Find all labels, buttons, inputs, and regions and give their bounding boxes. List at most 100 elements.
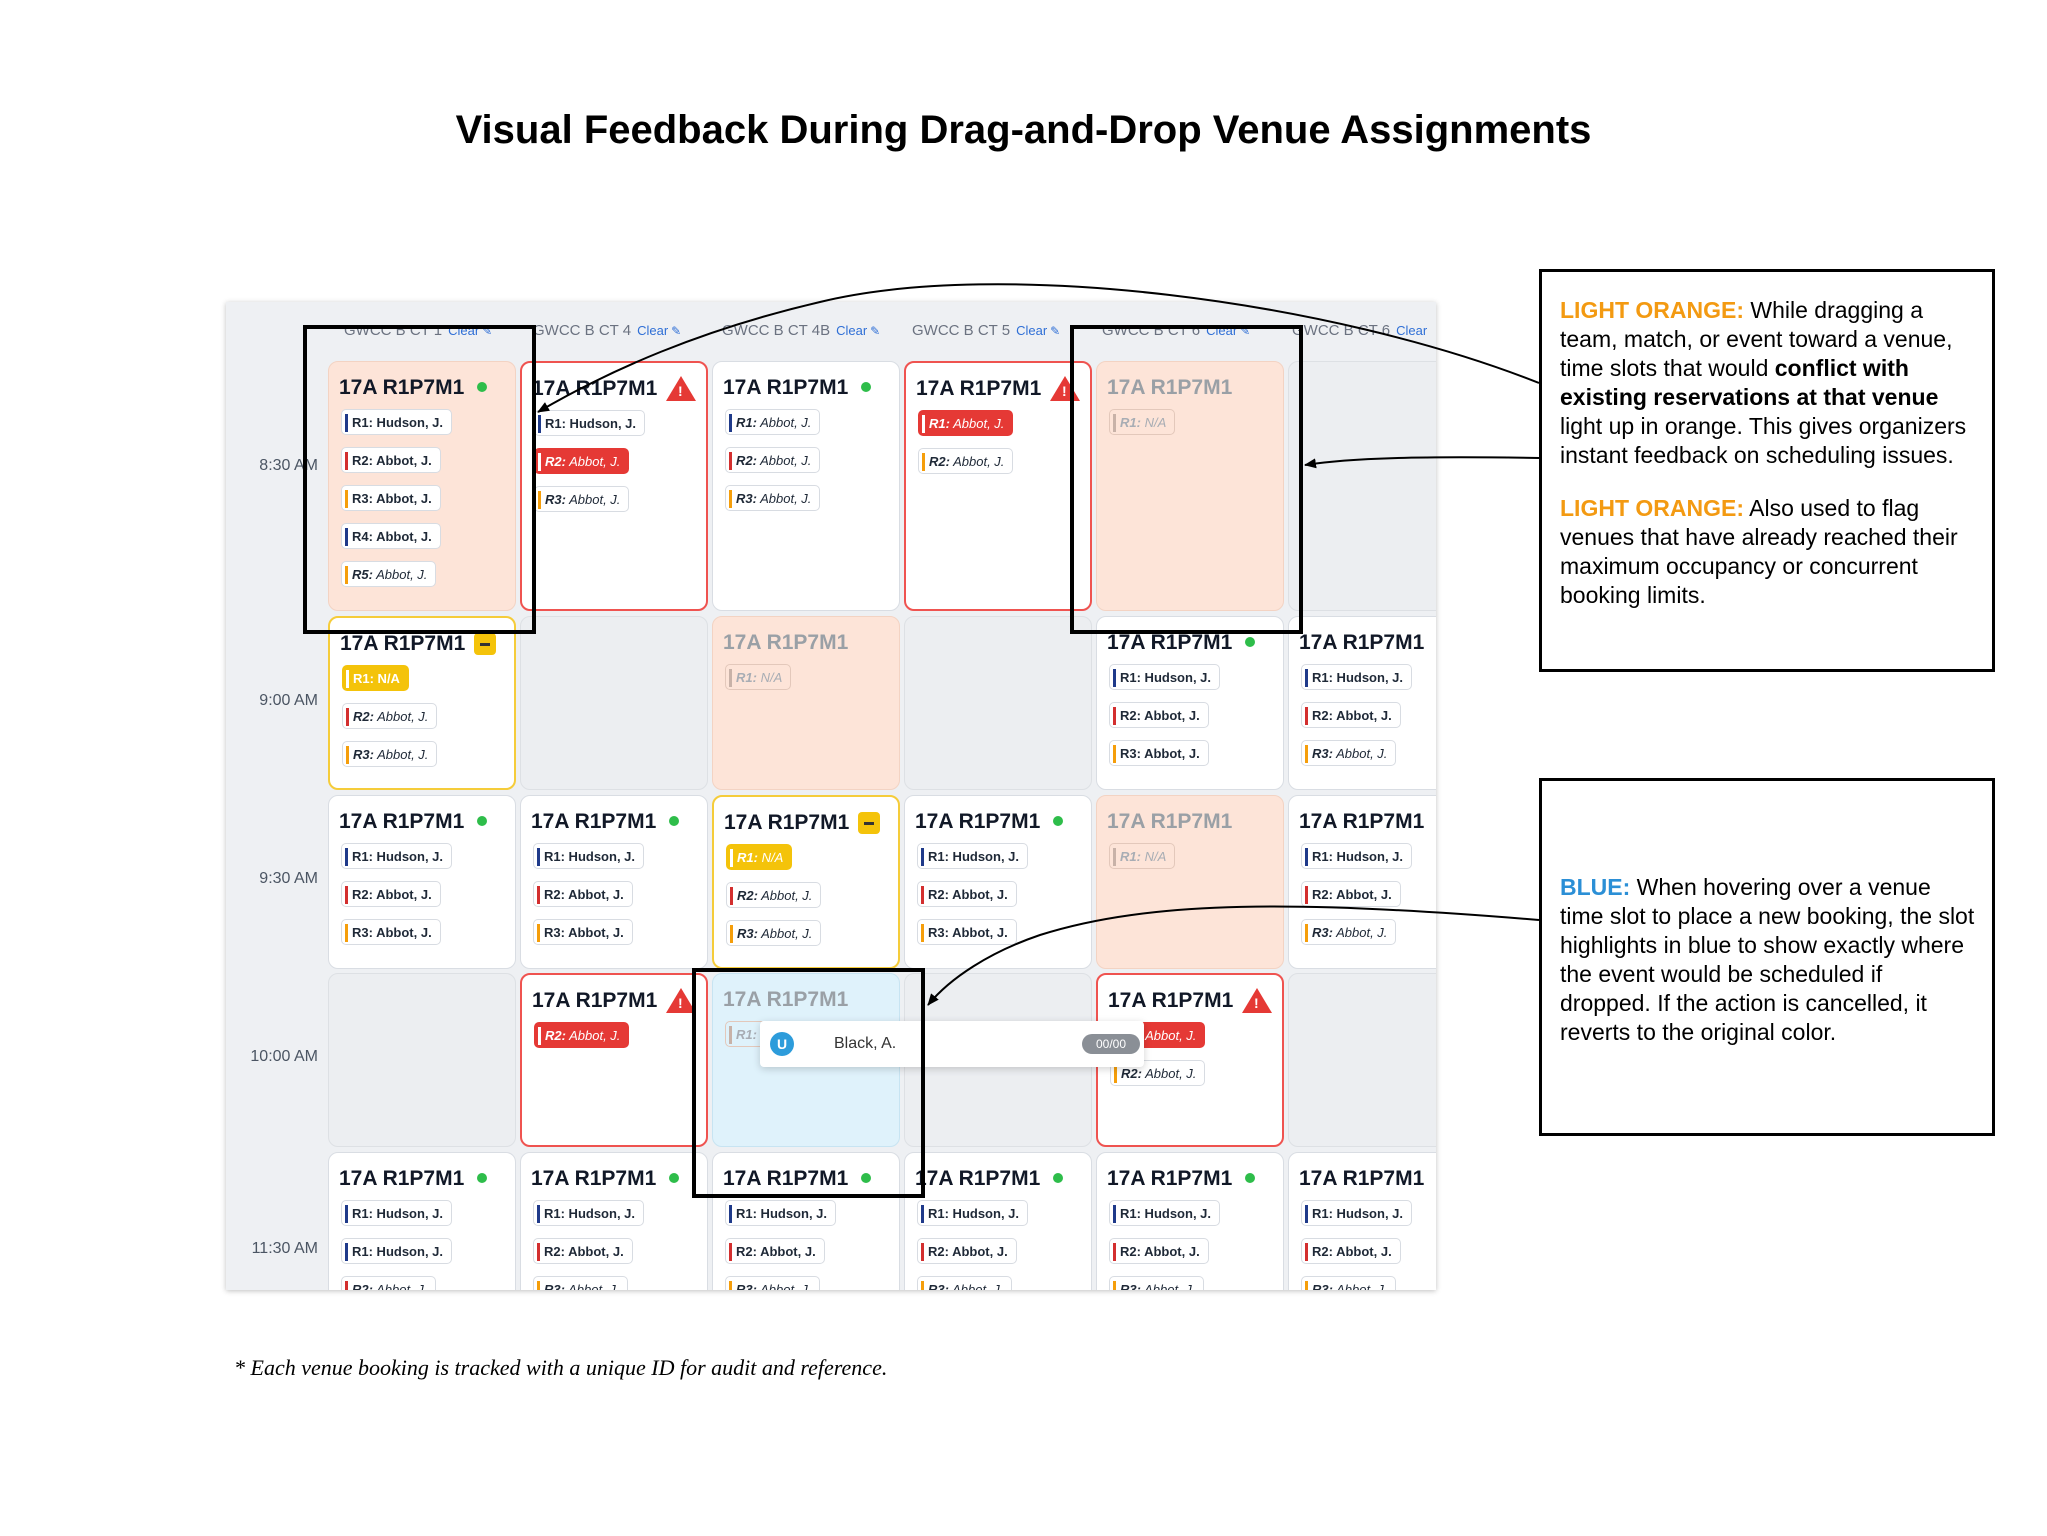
- clear-button[interactable]: Clear: [1396, 323, 1428, 338]
- slot-card[interactable]: 17A R1P7M1 R1: N/A: [1096, 795, 1284, 969]
- role-chip[interactable]: R2: Abbot, J.: [1109, 1238, 1209, 1264]
- role-chip[interactable]: R2: Abbot, J.: [533, 1238, 633, 1264]
- role-chip[interactable]: R2: Abbot, J.: [1109, 702, 1209, 728]
- role-chip[interactable]: R2: Abbot, J.: [725, 447, 821, 473]
- role-chip[interactable]: R2: Abbot, J.: [726, 882, 822, 908]
- role-chip[interactable]: R1: Hudson, J.: [341, 409, 453, 435]
- role-chip[interactable]: R2: Abbot, J.: [342, 703, 438, 729]
- role-chip[interactable]: R3: Abbot, J.: [725, 1276, 821, 1290]
- slot-card[interactable]: 17A R1P7M1 R1: Hudson, J. R2: Abbot, J. …: [1288, 1152, 1436, 1290]
- role-chip[interactable]: R1: N/A: [342, 665, 409, 691]
- role-chip[interactable]: R3: Abbot, J.: [341, 485, 441, 511]
- slot-card[interactable]: 17A R1P7M1 R1: N/A: [712, 616, 900, 790]
- role-chip[interactable]: R1: N/A: [725, 664, 792, 690]
- role-chip[interactable]: R3: Abbot, J.: [1301, 919, 1397, 945]
- slot-card[interactable]: 17A R1P7M1 R1: N/A R2: Abbot, J. R3: Abb…: [328, 616, 516, 790]
- role-chip[interactable]: R1: Hudson, J.: [1301, 843, 1413, 869]
- role-chip[interactable]: R1: Abbot, J.: [918, 410, 1014, 436]
- role-chip[interactable]: R3: Abbot, J.: [917, 1276, 1013, 1290]
- dragged-item[interactable]: U Black, A. 00/00: [760, 1021, 1144, 1067]
- edit-icon[interactable]: ✎: [671, 324, 682, 338]
- role-chip[interactable]: R1: Hudson, J.: [917, 1200, 1029, 1226]
- role-chip[interactable]: R2: Abbot, J.: [917, 1238, 1017, 1264]
- role-chip[interactable]: R1: Hudson, J.: [533, 843, 645, 869]
- role-chip[interactable]: R5: Abbot, J.: [341, 561, 437, 587]
- role-chip[interactable]: R3: Abbot, J.: [1109, 740, 1209, 766]
- role-chip[interactable]: R2: Abbot, J.: [1301, 881, 1401, 907]
- role-chip[interactable]: R2: Abbot, J.: [725, 1238, 825, 1264]
- slot-card[interactable]: 17A R1P7M1 R1: N/A: [1096, 361, 1284, 611]
- role-chip[interactable]: R3: Abbot, J.: [1301, 1276, 1397, 1290]
- role-chip[interactable]: R3: Abbot, J.: [533, 1276, 629, 1290]
- highlight-frame-orange-1: [303, 325, 536, 634]
- slot-card[interactable]: 17A R1P7M1 ! R1: Hudson, J. R2: Abbot, J…: [520, 361, 708, 611]
- role-chip[interactable]: R1: Hudson, J.: [1301, 1200, 1413, 1226]
- role-chip[interactable]: R2: Abbot, J.: [341, 881, 441, 907]
- clear-button[interactable]: Clear: [1016, 323, 1048, 338]
- clear-button[interactable]: Clear: [836, 323, 868, 338]
- edit-icon[interactable]: ✎: [870, 324, 881, 338]
- role-chip[interactable]: R1: Hudson, J.: [725, 1200, 837, 1226]
- role-chip[interactable]: R1: Hudson, J.: [1109, 1200, 1221, 1226]
- role-chip[interactable]: R1: Hudson, J.: [341, 1200, 453, 1226]
- slot-card[interactable]: 17A R1P7M1 R1: Hudson, J. R2: Abbot, J. …: [328, 795, 516, 969]
- role-chip[interactable]: R3: Abbot, J.: [1109, 1276, 1205, 1290]
- role-chip[interactable]: R4: Abbot, J.: [341, 523, 441, 549]
- role-chip[interactable]: R3: Abbot, J.: [917, 919, 1017, 945]
- slot-card[interactable]: 17A R1P7M1 R1: Hudson, J. R2: Abbot, J. …: [904, 795, 1092, 969]
- slot-card[interactable]: 17A R1P7M1 R1: Hudson, J. R2: Abbot, J. …: [1096, 616, 1284, 790]
- role-chip[interactable]: R3: Abbot, J.: [1301, 740, 1397, 766]
- role-chip[interactable]: R2: Abbot, J.: [1301, 1238, 1401, 1264]
- role-chip[interactable]: R1: Hudson, J.: [534, 410, 646, 436]
- slot-card[interactable]: 17A R1P7M1 R1: Hudson, J. R2: Abbot, J. …: [712, 1152, 900, 1290]
- role-chip[interactable]: R2: Abbot, J.: [533, 881, 633, 907]
- slot-card[interactable]: 17A R1P7M1 R1: Hudson, J. R1: Hudson, J.…: [328, 1152, 516, 1290]
- role-chip[interactable]: R1: N/A: [726, 844, 793, 870]
- slot-card[interactable]: 17A R1P7M1 R1: Hudson, J. R2: Abbot, J. …: [904, 1152, 1092, 1290]
- edit-icon[interactable]: ✎: [482, 324, 493, 338]
- role-chip[interactable]: R1: Hudson, J.: [917, 843, 1029, 869]
- role-chip[interactable]: R3: Abbot, J.: [726, 920, 822, 946]
- role-chip[interactable]: R1: Hudson, J.: [533, 1200, 645, 1226]
- role-chip[interactable]: R1: Hudson, J.: [341, 843, 453, 869]
- slot-card[interactable]: 17A R1P7M1 R1: Hudson, J. R2: Abbot, J. …: [520, 795, 708, 969]
- role-chip[interactable]: R2: Abbot, J.: [534, 448, 630, 474]
- slot-card[interactable]: 17A R1P7M1 ! R2: Abbot, J.: [520, 973, 708, 1147]
- role-chip[interactable]: R1: Hudson, J.: [1301, 664, 1413, 690]
- slot-card[interactable]: 17A R1P7M1 R1: N/A R2: Abbot, J. R3: Abb…: [712, 795, 900, 969]
- role-chip[interactable]: R1: Hudson, J.: [1109, 664, 1221, 690]
- empty-slot[interactable]: [1288, 973, 1436, 1147]
- empty-slot[interactable]: [328, 973, 516, 1147]
- slot-card[interactable]: 17A R1P7M1 R1: Hudson, J. R2: Abbot, J. …: [1288, 795, 1436, 969]
- slot-card[interactable]: 17A R1P7M1 R1: Abbot, J. R2: Abbot, J. R…: [712, 361, 900, 611]
- role-chip[interactable]: R1: Hudson, J.: [341, 1238, 453, 1264]
- role-chip[interactable]: R2: Abbot, J.: [341, 1276, 437, 1290]
- slot-card[interactable]: 17A R1P7M1 R1: Hudson, J. R2: Abbot, J. …: [520, 1152, 708, 1290]
- slot-card[interactable]: 17A R1P7M1 ! R1: Abbot, J. R2: Abbot, J.: [904, 361, 1092, 611]
- slot-card[interactable]: 17A R1P7M1 R1: Hudson, J. R2: Abbot, J. …: [1096, 1152, 1284, 1290]
- role-chip[interactable]: R3: Abbot, J.: [534, 486, 630, 512]
- match-title: 17A R1P7M1: [916, 377, 1042, 400]
- role-chip[interactable]: R2: Abbot, J.: [917, 881, 1017, 907]
- role-chip[interactable]: R3: Abbot, J.: [342, 741, 438, 767]
- role-chip[interactable]: R2: Abbot, J.: [534, 1022, 630, 1048]
- edit-icon[interactable]: ✎: [1240, 324, 1251, 338]
- status-ok-icon: [1053, 1173, 1063, 1183]
- empty-slot[interactable]: [1288, 361, 1436, 611]
- slot-card[interactable]: 17A R1P7M1 R1: Hudson, J. R2: Abbot, J. …: [328, 361, 516, 611]
- role-chip[interactable]: R3: Abbot, J.: [341, 919, 441, 945]
- role-chip[interactable]: R2: Abbot, J.: [341, 447, 441, 473]
- role-chip[interactable]: R3: Abbot, J.: [725, 485, 821, 511]
- role-chip[interactable]: R2: Abbot, J.: [918, 448, 1014, 474]
- empty-slot[interactable]: [520, 616, 708, 790]
- role-chip[interactable]: R3: Abbot, J.: [533, 919, 633, 945]
- role-chip[interactable]: R1: Abbot, J.: [725, 409, 821, 435]
- status-ok-icon: [1053, 816, 1063, 826]
- empty-slot[interactable]: [904, 616, 1092, 790]
- role-chip[interactable]: R2: Abbot, J.: [1301, 702, 1401, 728]
- role-chip[interactable]: R1: N/A: [1109, 843, 1176, 869]
- edit-icon[interactable]: ✎: [1050, 324, 1061, 338]
- clear-button[interactable]: Clear: [637, 323, 669, 338]
- slot-card[interactable]: 17A R1P7M1 R1: Hudson, J. R2: Abbot, J. …: [1288, 616, 1436, 790]
- role-chip[interactable]: R1: N/A: [1109, 409, 1176, 435]
